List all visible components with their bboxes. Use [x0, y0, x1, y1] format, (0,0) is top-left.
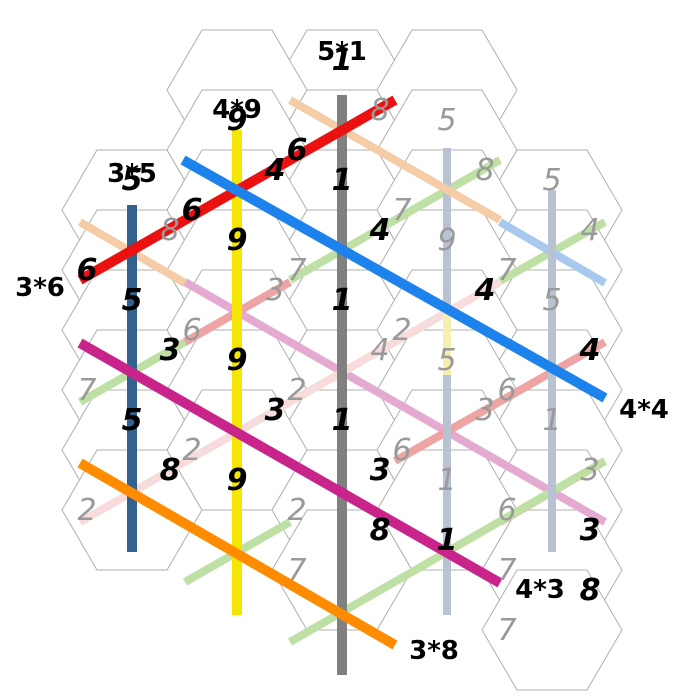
cell-number: 4	[370, 333, 389, 368]
clue-4x9: 4*9	[212, 95, 262, 125]
cell-number: 3	[370, 453, 391, 488]
cell-number: 9	[227, 463, 248, 498]
cell-number: 5	[122, 283, 143, 318]
cell-number: 8	[580, 573, 601, 608]
cell-number: 8	[370, 513, 391, 548]
cell-number: 2	[392, 313, 411, 348]
cell-number: 1	[332, 403, 353, 438]
cell-number: 4	[369, 213, 391, 248]
cell-number: 8	[160, 213, 179, 248]
cell-number: 9	[437, 223, 456, 258]
line-4x3	[77, 338, 503, 588]
cell-number: 5	[542, 163, 561, 198]
cell-number: 6	[77, 253, 98, 288]
cell-number: 1	[542, 403, 561, 438]
faint-pinklight-2	[288, 278, 502, 406]
cell-number: 6	[497, 373, 516, 408]
cell-number: 4	[580, 213, 599, 248]
cell-number: 3	[580, 453, 599, 488]
cell-number: 5	[122, 163, 143, 198]
cell-number: 6	[497, 493, 516, 528]
clue-3x6: 3*6	[15, 273, 65, 303]
cell-number: 8	[370, 93, 389, 128]
faint-green-top	[288, 156, 502, 284]
cell-number: 1	[332, 163, 353, 198]
cell-number: 7	[497, 553, 516, 588]
faint-lavender	[183, 278, 607, 526]
line-3x8	[77, 458, 398, 650]
cell-number: 4	[474, 273, 496, 308]
cell-number: 1	[332, 43, 353, 78]
cell-number: 2	[77, 493, 96, 528]
cell-number: 7	[287, 553, 306, 588]
clue-4x4: 4*4	[619, 395, 669, 425]
cell-number: 4	[579, 333, 601, 368]
cell-number: 3	[265, 273, 284, 308]
cell-number: 4	[264, 153, 286, 188]
cell-number: 6	[182, 313, 201, 348]
cell-number: 1	[437, 523, 458, 558]
hex-grid	[61, 29, 623, 691]
cell-number: 7	[392, 193, 411, 228]
cell-number: 5	[122, 403, 143, 438]
line-4x4	[180, 155, 608, 403]
clue-3x5: 3*5	[107, 159, 157, 189]
cell-number: 5	[437, 103, 456, 138]
cell-number: 6	[287, 133, 308, 168]
faint-pink-2	[393, 338, 607, 465]
faint-pinklight-1	[78, 398, 292, 526]
faint-peach-top	[288, 96, 502, 224]
cell-number: 3	[580, 513, 601, 548]
clue-4x3: 4*3	[515, 575, 565, 605]
cell-number: 6	[182, 193, 203, 228]
cell-number: 1	[332, 283, 353, 318]
cell-number: 9	[227, 343, 248, 378]
cell-number: 7	[497, 613, 516, 648]
cell-number: 8	[475, 153, 494, 188]
line-layer	[77, 95, 608, 675]
cell-number: 2	[287, 373, 306, 408]
cell-number: 2	[182, 433, 201, 468]
cell-number: 7	[287, 253, 306, 288]
cell-number: 2	[287, 493, 306, 528]
clue-5x1: 5*1	[317, 37, 367, 67]
cell-number: 6	[392, 433, 411, 468]
cell-number: 3	[265, 393, 286, 428]
cell-number: 9	[227, 223, 248, 258]
cell-number: 8	[160, 453, 181, 488]
clue-layer: 5*1 4*9 3*5 3*6 4*4 4*3 3*8	[15, 37, 669, 666]
hex-cell-r9c2[interactable]	[481, 569, 623, 691]
cell-number: 7	[497, 253, 516, 288]
cell-number: 3	[475, 393, 494, 428]
cell-number: 3	[160, 333, 181, 368]
cell-number: 9	[227, 103, 248, 138]
cell-number: 5	[437, 343, 456, 378]
cell-number: 7	[77, 373, 96, 408]
cell-number: 5	[542, 283, 561, 318]
clue-3x8: 3*8	[409, 636, 459, 666]
cell-number: 1	[437, 463, 456, 498]
